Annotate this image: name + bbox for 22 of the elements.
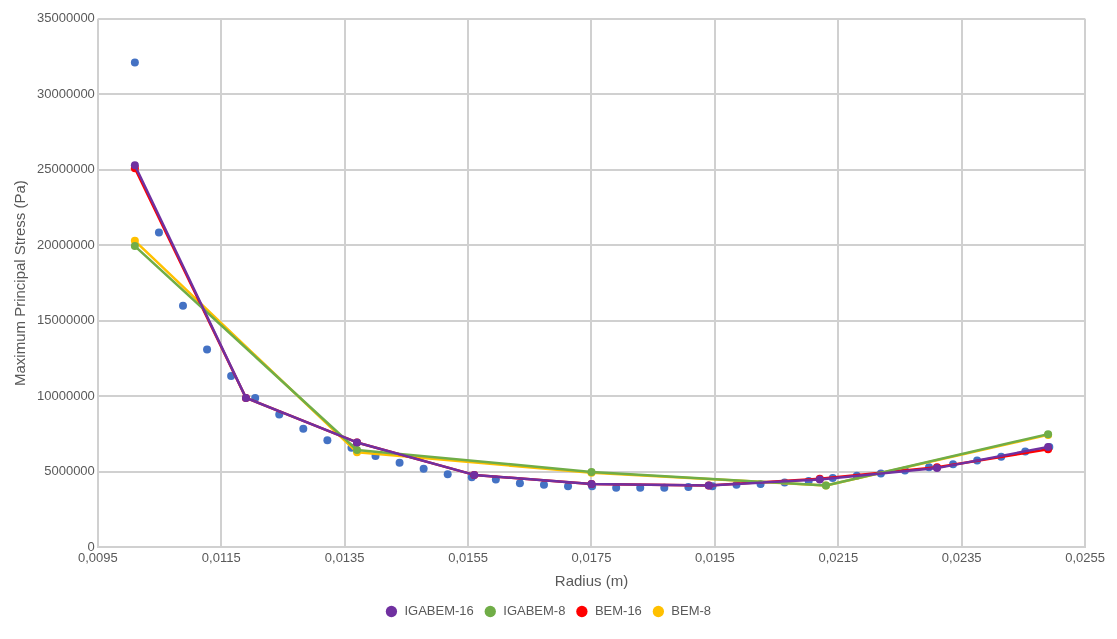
y-tick-label: 25000000 [37,161,95,177]
legend-label: BEM-16 [594,603,642,619]
x-tick-label: 0,0255 [1065,549,1105,565]
x-axis-title: Radius (m) [554,572,629,590]
x-tick-label: 0,0215 [818,549,859,565]
y-tick-label: 15000000 [37,312,95,328]
x-tick-label: 0,0175 [571,549,612,565]
y-axis-title: Maximum Principal Stress (Pa) [11,180,29,387]
legend-label: BEM-8 [671,603,712,619]
x-tick-label: 0,0115 [201,549,241,565]
y-tick-label: 35000000 [37,10,95,26]
y-tick-label: 10000000 [37,387,95,403]
x-tick-label: 0,0135 [324,549,365,565]
legend-label: IGABEM-16 [404,603,474,619]
y-tick-label: 0 [87,538,95,554]
y-tick-label: 20000000 [37,236,95,252]
x-tick-label: 0,0195 [695,549,735,565]
y-tick-label: 30000000 [37,85,95,101]
x-tick-label: 0,0235 [941,549,982,565]
y-tick-label: 5000000 [44,463,95,479]
legend-label: IGABEM-8 [503,603,566,619]
x-tick-label: 0,0155 [448,549,488,565]
